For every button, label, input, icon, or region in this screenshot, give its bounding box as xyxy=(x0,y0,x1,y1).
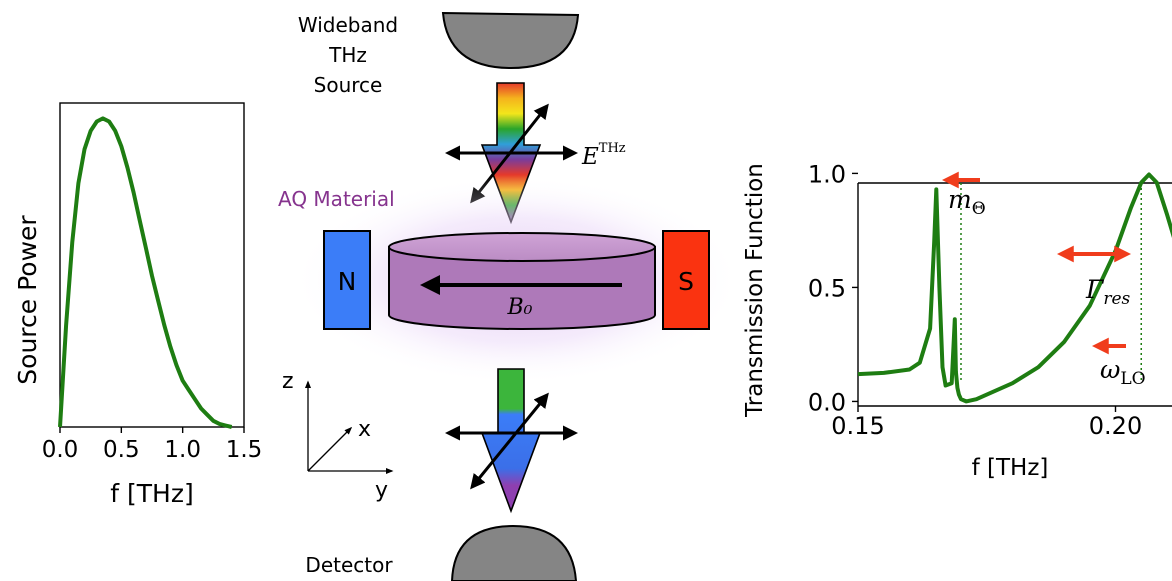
experiment-diagram: Wideband THz Source ETHz AQ Material N S… xyxy=(278,11,742,581)
x-tick-label: 0.0 xyxy=(42,437,79,463)
b0-label: B₀ xyxy=(507,295,533,320)
x-tick-marks xyxy=(59,427,245,433)
detector-label: Detector xyxy=(305,553,393,577)
source-power-chart: 0.0 0.5 1.0 1.5 Source Power f [THz] xyxy=(13,102,263,508)
source-label-line1: Wideband xyxy=(298,13,398,37)
x-tick-label: 1.5 xyxy=(226,437,263,463)
source-power-curve xyxy=(58,116,233,429)
ethz-label: ETHz xyxy=(581,141,626,170)
y-tick-marks xyxy=(852,172,858,403)
axis-x-label: x xyxy=(358,417,371,442)
material-cylinder-body xyxy=(388,246,656,330)
magnet-north xyxy=(323,230,371,330)
x-axis-label: f [THz] xyxy=(972,455,1049,481)
transmission-chart: 0.0 0.5 1.0 0.15 0.20 Transmission Function… xyxy=(742,160,1172,481)
x-tick-labels: 0.0 0.5 1.0 1.5 xyxy=(42,437,263,463)
x-tick-label: 0.5 xyxy=(103,437,140,463)
x-tick-label: 0.15 xyxy=(831,412,884,440)
x-axis-label: f [THz] xyxy=(110,479,193,508)
y-axis-label: Transmission Function xyxy=(742,163,768,418)
y-tick-label: 1.0 xyxy=(808,160,846,188)
transmission-curve xyxy=(857,172,1172,404)
axis-z-label: z xyxy=(282,369,294,394)
x-tick-label: 0.20 xyxy=(1089,412,1142,440)
detector-dish xyxy=(450,524,578,581)
x-tick-labels: 0.15 0.20 xyxy=(831,412,1142,440)
magnet-south xyxy=(662,230,710,330)
magnet-north-label: N xyxy=(338,267,357,296)
m-theta-label: mΘ xyxy=(948,185,986,219)
y-tick-labels: 0.0 0.5 1.0 xyxy=(808,160,846,416)
polarization-diagonal-arrow-bottom xyxy=(470,392,549,490)
source-label-line2: THz xyxy=(328,43,367,67)
y-tick-label: 0.0 xyxy=(808,388,846,416)
material-cylinder-top xyxy=(388,232,656,262)
material-label: AQ Material xyxy=(278,187,395,211)
x-tick-marks xyxy=(857,406,1117,412)
axis-y-label: y xyxy=(375,478,388,503)
plot-frame xyxy=(59,102,245,428)
omega-lo-label: ωLO xyxy=(1100,355,1146,389)
axis-x-arrow xyxy=(307,426,353,472)
source-dish xyxy=(441,11,580,70)
y-tick-label: 0.5 xyxy=(808,274,846,302)
x-tick-label: 1.0 xyxy=(164,437,201,463)
coordinate-axes: z x y xyxy=(282,369,394,503)
y-axis-label: Source Power xyxy=(13,215,42,385)
gamma-res-label: Γres xyxy=(1085,275,1131,309)
magnet-south-label: S xyxy=(678,267,694,296)
source-label-line3: Source xyxy=(314,73,383,97)
